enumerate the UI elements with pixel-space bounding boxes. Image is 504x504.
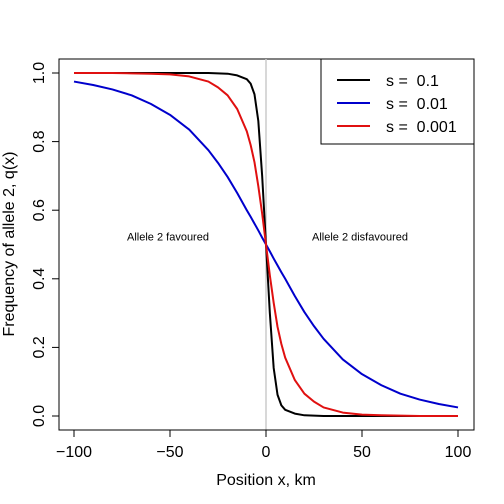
legend: s = 0.1 s = 0.01 s = 0.001 [320,58,475,145]
y-axis-title: Frequency of allele 2, q(x) [1,152,18,337]
y-tick-label: 0.2 [31,336,48,358]
y-tick-label: 0.4 [31,268,48,290]
x-axis-title: Position x, km [216,472,316,489]
x-tick-label: 0 [262,444,271,461]
legend-label-s-0-01: s = 0.01 [386,96,448,113]
y-tick-label: 0.8 [31,130,48,152]
annotation-favoured: Allele 2 favoured [127,232,209,244]
y-tick-label: 0.6 [31,199,48,221]
annotation-disfavoured: Allele 2 disfavoured [312,232,408,244]
x-tick-label: 100 [445,444,472,461]
y-tick-label: 1.0 [31,62,48,84]
x-axis: −100 −50 0 50 100 [56,429,472,461]
series-line-2 [74,72,458,417]
x-tick-label: −50 [156,444,183,461]
x-tick-label: −100 [56,444,92,461]
legend-box [320,58,475,145]
legend-label-s-0-001: s = 0.001 [386,119,457,136]
legend-label-s-0-1: s = 0.1 [386,73,439,90]
y-tick-label: 0.0 [31,405,48,427]
x-tick-label: 50 [353,444,371,461]
y-axis: 0.0 0.2 0.4 0.6 0.8 1.0 [31,62,60,427]
series-layer [73,72,459,417]
